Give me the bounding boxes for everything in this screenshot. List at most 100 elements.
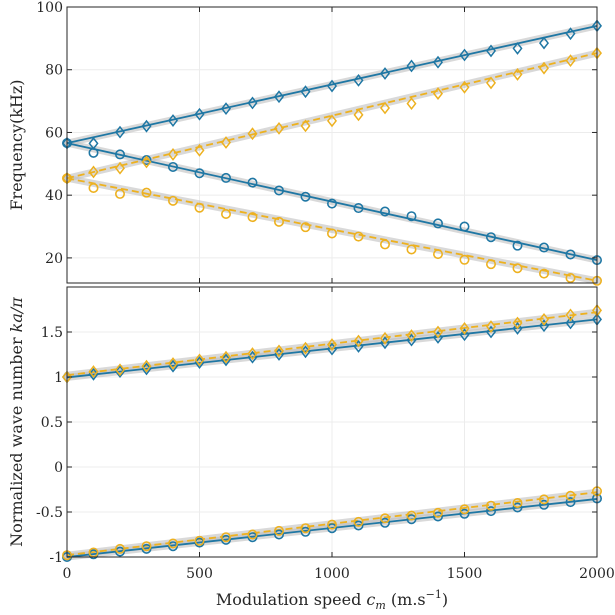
x-tick-label: 2000 [579, 566, 615, 582]
diamond-marker [353, 339, 364, 353]
y-tick-label: 80 [45, 63, 63, 79]
circle-marker [485, 232, 496, 243]
diamond-marker [194, 107, 205, 121]
diamond-marker [220, 136, 232, 149]
diamond-marker [273, 344, 285, 358]
frequency-panel: 20 40 60 80 100 Frequency(kHz) [7, 0, 603, 286]
circle-marker [168, 161, 179, 172]
x-axis-label: Modulation speed cm (m.s−1) [216, 588, 448, 612]
diamond-marker [88, 365, 99, 379]
circle-marker [432, 249, 443, 260]
diamond-marker [326, 79, 338, 93]
diamond-marker [565, 308, 576, 322]
diamond-marker [485, 325, 497, 339]
diamond-marker [273, 90, 285, 104]
x-tick-label: 1000 [314, 566, 350, 582]
circle-marker [512, 497, 523, 508]
circle-marker [247, 212, 258, 223]
diamond-marker [538, 312, 550, 326]
diamond-marker [247, 96, 258, 110]
circle-marker [273, 185, 284, 196]
y-tick-label: 1.5 [41, 325, 63, 341]
diamond-marker [379, 331, 391, 345]
diamond-marker [565, 316, 576, 330]
circle-marker [115, 543, 126, 554]
diamond-marker [512, 68, 523, 81]
y-tick-label: 1 [54, 370, 63, 386]
diamond-marker [141, 359, 152, 373]
circle-marker [379, 239, 390, 250]
diamond-marker [220, 350, 232, 364]
diamond-marker [353, 334, 364, 348]
diamond-marker [512, 316, 523, 330]
diamond-marker [512, 41, 523, 55]
circle-marker [300, 222, 311, 233]
diamond-marker [114, 125, 126, 139]
circle-marker [326, 523, 337, 534]
circle-marker [459, 254, 470, 265]
circle-marker [273, 529, 284, 540]
circle-marker [273, 525, 284, 536]
diamond-marker [432, 87, 444, 100]
circle-marker [221, 209, 232, 220]
y-tick-label: 0 [54, 460, 63, 476]
circle-marker [88, 182, 99, 193]
diamond-marker [88, 165, 99, 179]
diamond-marker [459, 321, 470, 335]
circle-marker [406, 211, 417, 222]
circle-marker [194, 535, 205, 546]
circle-marker [538, 242, 549, 253]
diamond-marker [300, 119, 311, 133]
diamond-marker [538, 61, 550, 75]
circle-marker [406, 514, 417, 525]
circle-marker [115, 149, 126, 160]
circle-marker [565, 490, 576, 501]
diamond-marker [565, 27, 576, 41]
diamond-marker [247, 347, 258, 361]
diamond-marker [432, 325, 444, 339]
circle-marker [512, 263, 523, 274]
y-tick-label: 60 [45, 125, 63, 141]
circle-marker [168, 538, 179, 549]
diamond-marker [432, 330, 444, 344]
diamond-marker [326, 114, 338, 128]
circle-marker [512, 240, 523, 251]
solid-series-line [66, 24, 598, 144]
x-tick-label: 1500 [447, 566, 483, 582]
diamond-marker [194, 143, 205, 157]
diamond-marker [194, 353, 205, 367]
diamond-marker [406, 97, 417, 111]
diamond-marker [353, 108, 364, 122]
diamond-marker [167, 357, 179, 370]
circle-marker [247, 177, 258, 188]
diamond-marker [114, 365, 126, 379]
diamond-marker [300, 341, 311, 355]
circle-marker [406, 510, 417, 521]
diamond-marker [379, 101, 391, 115]
diamond-marker [167, 114, 179, 127]
y-axis-label: Frequency(kHz) [7, 79, 26, 210]
circle-marker [353, 520, 364, 531]
diamond-marker [565, 54, 576, 68]
y-tick-label: 40 [45, 188, 63, 204]
circle-marker [221, 172, 232, 183]
circle-marker [88, 147, 99, 158]
circle-marker [538, 268, 549, 279]
wavenumber-panel: -1 -0.5 0 0.5 1 1.5 0 500 1000 1500 2000 Normalized… [7, 286, 615, 612]
diamond-marker [538, 319, 550, 333]
circle-marker [353, 231, 364, 242]
diamond-marker [432, 55, 444, 69]
solid-series-line [66, 498, 598, 558]
circle-marker [406, 244, 417, 255]
circle-marker [485, 506, 496, 517]
y-tick-label: 20 [45, 251, 63, 267]
circle-marker [194, 202, 205, 213]
circle-marker [512, 502, 523, 513]
circle-marker [221, 532, 232, 543]
circle-marker [565, 497, 576, 508]
diamond-marker [141, 155, 152, 169]
y-tick-label: 0.5 [41, 415, 63, 431]
circle-marker [353, 203, 364, 214]
circle-marker [459, 508, 470, 519]
